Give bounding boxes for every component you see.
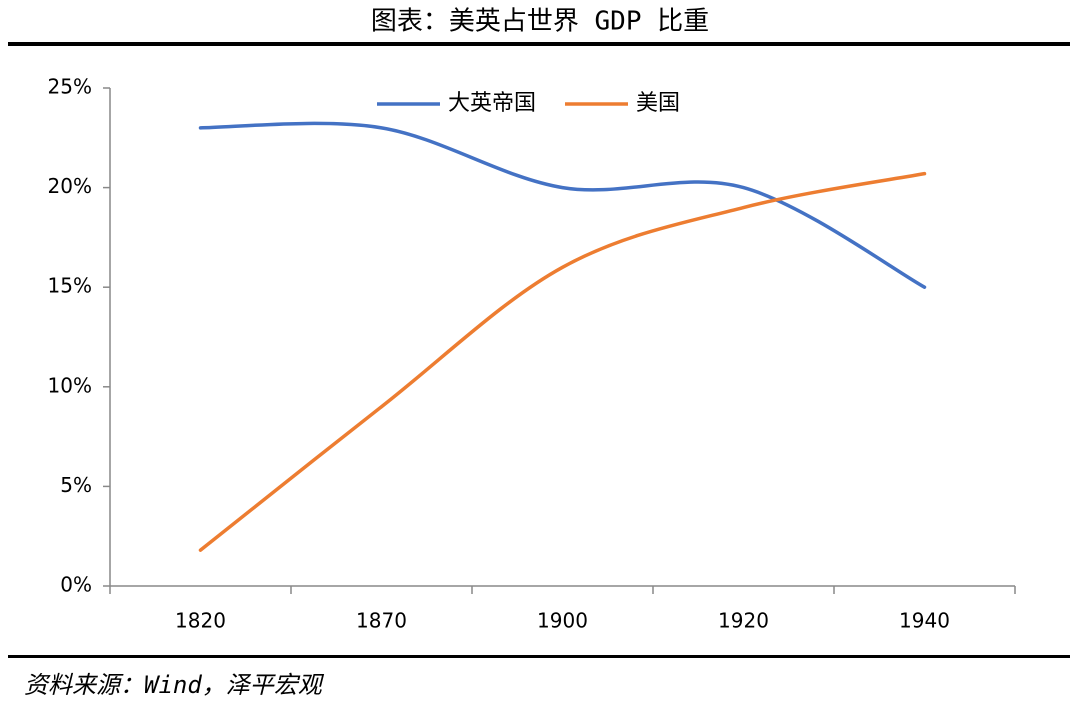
bottom-rule [8, 655, 1070, 658]
y-tick-label: 15% [48, 274, 92, 298]
chart-title: 图表：美英占世界 GDP 比重 [371, 7, 709, 37]
y-tick-label: 0% [60, 573, 92, 597]
source: 资料来源：Wind，泽平宏观 [24, 671, 325, 699]
legend-label: 大英帝国 [448, 91, 536, 116]
line [198, 121, 927, 289]
legend-label: 美国 [636, 91, 680, 116]
y-tick-label: 25% [48, 75, 92, 99]
y-tick-label: 20% [48, 174, 92, 198]
x-tick-label: 1920 [718, 609, 769, 633]
x-tick-label: 1820 [175, 609, 226, 633]
top-rule [8, 42, 1070, 46]
y-tick-label: 5% [60, 473, 92, 497]
x-tick-label: 1870 [356, 609, 407, 633]
y-tick-label: 10% [48, 373, 92, 397]
x-tick-label: 1900 [537, 609, 588, 633]
line [198, 171, 927, 552]
x-tick-label: 1940 [899, 609, 950, 633]
